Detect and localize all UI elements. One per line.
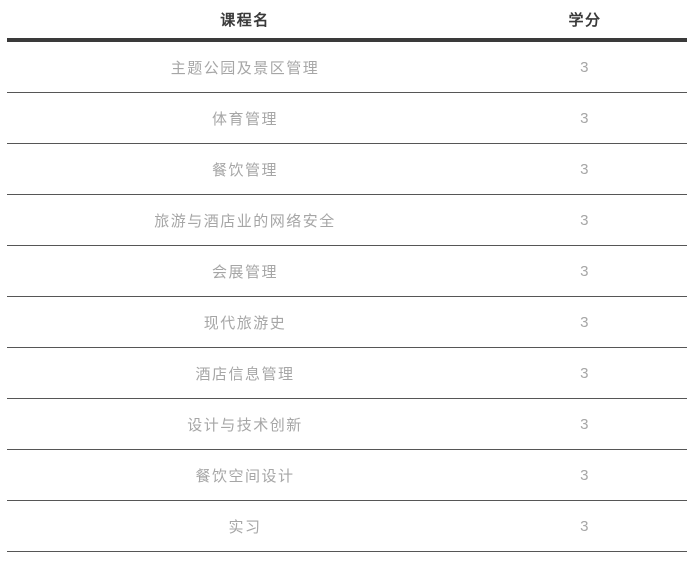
course-name-cell: 餐饮管理 — [7, 143, 483, 195]
credits-cell: 3 — [483, 143, 687, 195]
course-name-cell: 餐饮空间设计 — [7, 449, 483, 501]
table-row: 酒店信息管理 3 — [7, 347, 687, 399]
table-row: 餐饮空间设计 3 — [7, 449, 687, 501]
course-name-cell: 现代旅游史 — [7, 296, 483, 348]
credits-cell: 3 — [483, 92, 687, 144]
credits-cell: 3 — [483, 347, 687, 399]
table-row: 体育管理 3 — [7, 92, 687, 144]
table-row: 实习 3 — [7, 500, 687, 552]
credits-cell: 3 — [483, 194, 687, 246]
credits-cell: 3 — [483, 245, 687, 297]
table-row: 设计与技术创新 3 — [7, 398, 687, 450]
course-name-cell: 旅游与酒店业的网络安全 — [7, 194, 483, 246]
credits-cell: 3 — [483, 40, 687, 93]
table-row: 现代旅游史 3 — [7, 296, 687, 348]
table-body: 主题公园及景区管理 3 体育管理 3 餐饮管理 3 旅游与酒店业的网络安全 3 … — [7, 40, 687, 552]
credits-cell: 3 — [483, 500, 687, 552]
course-name-cell: 会展管理 — [7, 245, 483, 297]
course-name-cell: 体育管理 — [7, 92, 483, 144]
table-row: 会展管理 3 — [7, 245, 687, 297]
header-row: 课程名 学分 — [7, 0, 687, 42]
table-row: 餐饮管理 3 — [7, 143, 687, 195]
table-row: 旅游与酒店业的网络安全 3 — [7, 194, 687, 246]
table-header: 课程名 学分 — [7, 0, 687, 42]
credits-cell: 3 — [483, 449, 687, 501]
course-name-cell: 主题公园及景区管理 — [7, 40, 483, 93]
column-header-course: 课程名 — [7, 0, 483, 42]
credits-cell: 3 — [483, 296, 687, 348]
table-row: 主题公园及景区管理 3 — [7, 40, 687, 93]
course-name-cell: 酒店信息管理 — [7, 347, 483, 399]
credits-cell: 3 — [483, 398, 687, 450]
column-header-credits: 学分 — [483, 0, 687, 42]
course-name-cell: 实习 — [7, 500, 483, 552]
course-name-cell: 设计与技术创新 — [7, 398, 483, 450]
course-credits-table-container: 课程名 学分 主题公园及景区管理 3 体育管理 3 餐饮管理 3 旅游与酒店业的… — [7, 0, 687, 552]
course-credits-table: 课程名 学分 主题公园及景区管理 3 体育管理 3 餐饮管理 3 旅游与酒店业的… — [7, 0, 687, 552]
